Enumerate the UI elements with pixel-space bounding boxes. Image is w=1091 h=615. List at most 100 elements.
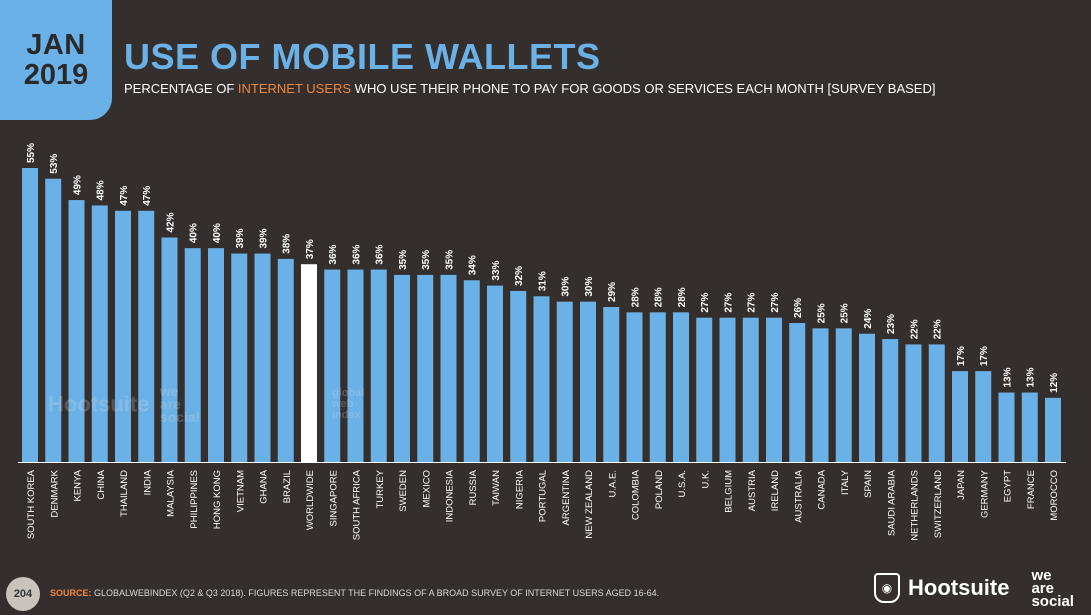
watermark-partner-line: social [159,409,200,425]
category-label: INDIA [142,469,153,495]
watermark-partner-line: are [159,396,181,412]
bar [580,301,596,462]
source-label: SOURCE: [50,588,92,598]
category-label: PORTUGAL [538,470,549,522]
category-label: SINGAPORE [328,470,339,527]
value-label: 17% [979,346,990,366]
category-label: SOUTH AFRICA [352,469,363,540]
gwi-line: global [332,387,365,399]
bar [1021,392,1038,462]
value-label: 47% [119,186,130,206]
value-label: 31% [538,271,549,291]
value-label: 28% [677,287,688,307]
category-label: ARGENTINA [561,469,572,525]
bar [649,312,666,462]
category-label: HONG KONG [212,470,223,529]
category-label: IRELAND [770,470,781,511]
bar [184,248,201,462]
category-label: INDONESIA [445,469,456,522]
bar [952,371,968,462]
category-label: AUSTRIA [747,469,758,511]
value-label: 53% [49,154,60,174]
value-label: 25% [840,303,851,323]
bar [859,333,875,462]
bar [626,312,643,462]
category-label: TURKEY [375,469,386,508]
category-label: MALAYSIA [166,469,177,516]
bar [556,301,573,462]
value-label: 30% [561,277,572,297]
value-label: 22% [910,319,921,339]
value-label: 36% [352,244,363,264]
gwi-watermark: global web index [332,388,364,421]
value-label: 49% [73,175,84,195]
bar [22,168,38,462]
bar [789,323,806,462]
value-label: 27% [747,293,758,313]
category-label: RUSSIA [468,469,479,505]
value-label: 17% [956,346,967,366]
bar [766,317,782,462]
category-label: BRAZIL [282,470,293,503]
watermark-partner: we are social [159,383,200,425]
value-label: 28% [654,287,665,307]
value-label: 37% [305,239,316,259]
category-label: NETHERLANDS [910,470,921,541]
value-label: 40% [212,223,223,243]
category-label: SWITZERLAND [933,470,944,538]
category-label: COLOMBIA [631,469,642,520]
value-label: 27% [770,293,781,313]
bar [835,328,852,462]
bar [812,328,829,462]
value-label: 13% [1026,367,1037,387]
bar [301,264,317,462]
category-label: SOUTH KOREA [26,469,37,539]
bar [998,392,1015,462]
category-label: PHILIPPINES [189,470,200,529]
bar [394,274,410,462]
bar [463,280,480,462]
bar [277,258,294,462]
value-label: 27% [700,293,711,313]
footer-brand: Hootsuite [908,575,1010,600]
value-label: 35% [421,250,432,270]
value-label: 32% [514,266,525,286]
category-label: KENYA [73,469,84,501]
category-label: SPAIN [863,470,874,498]
bar [882,339,899,462]
category-label: DENMARK [49,469,60,517]
value-label: 26% [793,298,804,318]
category-label: TAIWAN [491,470,502,506]
source-text: GLOBALWEBINDEX (Q2 & Q3 2018). FIGURES R… [91,588,660,598]
footer-partner-line: we [1031,566,1052,584]
category-label: POLAND [654,470,665,509]
value-label: 13% [1003,367,1014,387]
bar [975,371,992,462]
bar [603,306,620,462]
category-label: U.A.E. [607,470,618,497]
watermark-partner-line: we [159,383,179,399]
category-label: FRANCE [1026,470,1037,509]
category-label: CANADA [817,469,828,509]
bar [417,274,434,462]
bar [324,269,341,462]
bar [45,178,62,462]
owl-icon: ◉ [874,573,900,603]
value-label: 39% [235,228,246,248]
value-label: 28% [631,287,642,307]
bar [719,317,736,462]
value-label: 36% [375,244,386,264]
bar [673,312,689,462]
category-label: SWEDEN [398,470,409,512]
value-label: 33% [491,260,502,280]
bar [161,237,178,462]
category-label: CHINA [96,469,107,499]
category-label: SAUDI ARABIA [886,469,897,536]
value-label: 40% [189,223,200,243]
bar [928,344,945,462]
value-label: 36% [328,244,339,264]
category-label: GHANA [259,469,270,503]
bar [696,317,713,462]
value-label: 35% [445,250,456,270]
